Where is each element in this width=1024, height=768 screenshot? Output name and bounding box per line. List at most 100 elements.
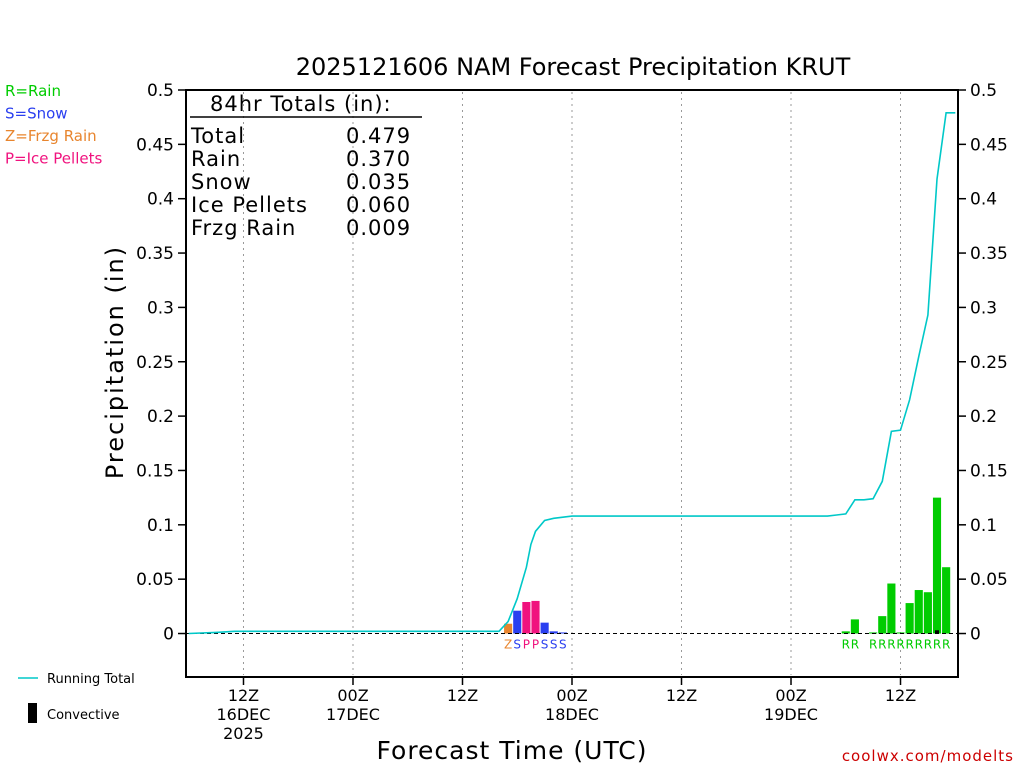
precip-bars	[504, 497, 951, 634]
y-axis-label: Precipitation (in)	[101, 245, 129, 479]
convective-legend: Convective	[28, 703, 120, 723]
convective-legend-swatch	[28, 703, 37, 723]
convective-legend-label: Convective	[47, 708, 120, 723]
ptype-label: R	[924, 638, 932, 652]
totals-row-value: 0.479	[346, 124, 411, 148]
bar-p	[522, 601, 531, 634]
bar-r	[914, 590, 923, 634]
bar-s	[558, 632, 567, 634]
y-tick-label-left: 0.05	[136, 570, 174, 590]
y-tick-label-right: 0	[970, 625, 981, 645]
ptype-label: S	[550, 638, 558, 652]
bar-p	[531, 600, 540, 634]
x-tick-label-time: 12Z	[885, 686, 916, 705]
bar-s	[540, 622, 549, 634]
ptype-label: R	[896, 638, 904, 652]
running-total-line	[188, 112, 956, 635]
y-tick-label-right: 0.4	[970, 190, 997, 210]
y-tick-label-left: 0.25	[136, 353, 174, 373]
bar-r	[942, 567, 951, 634]
y-tick-label-right: 0.3	[970, 298, 997, 318]
ptype-label: R	[851, 638, 859, 652]
bar-r	[923, 592, 932, 634]
running-total-legend: Running Total	[18, 672, 135, 687]
x-tick-label-date: 19DEC	[764, 705, 818, 724]
totals-box: 84hr Totals (in): Total 0.479 Rain 0.370 Sno…	[190, 92, 422, 240]
x-tick-label-time: 12Z	[666, 686, 697, 705]
y-tick-label-right: 0.05	[970, 570, 1008, 590]
bar-r	[850, 619, 859, 634]
ptype-label: R	[942, 638, 950, 652]
running-total-legend-label: Running Total	[47, 672, 135, 687]
y-tick-label-right: 0.2	[970, 407, 997, 427]
y-tick-label-left: 0.5	[147, 81, 174, 101]
bar-r	[896, 632, 905, 634]
x-tick-label-time: 00Z	[775, 686, 806, 705]
x-tick-label-date: 18DEC	[545, 705, 599, 724]
y-tick-labels: 0 0 0.05 0.05 0.1 0.1 0.15 0.15 0.2 0.2 0.25 0.25 0.…	[136, 81, 1008, 645]
x-tick-label-year: 2025	[223, 724, 264, 743]
plot-frame	[185, 89, 959, 678]
x-tick-label-time: 00Z	[556, 686, 587, 705]
bar-r	[887, 583, 896, 634]
x-tick-label-date: 16DEC	[217, 705, 271, 724]
x-tick-label-time: 12Z	[447, 686, 478, 705]
ptype-label: R	[933, 638, 941, 652]
bar-r	[841, 631, 850, 634]
y-tick-label-left: 0	[163, 625, 174, 645]
y-tick-label-left: 0.35	[136, 244, 174, 264]
bar-s	[513, 610, 522, 634]
x-tick-label-time: 12Z	[228, 686, 259, 705]
y-tick-label-right: 0.5	[970, 81, 997, 101]
totals-header: 84hr Totals (in):	[210, 92, 392, 116]
y-tick-label-right: 0.35	[970, 244, 1008, 264]
totals-row-label: Snow	[191, 170, 252, 194]
bar-s	[549, 631, 558, 634]
running-total-polyline	[188, 112, 956, 635]
y-tick-label-left: 0.2	[147, 407, 174, 427]
totals-row-label: Frzg Rain	[191, 216, 296, 240]
chart-title: 2025121606 NAM Forecast Precipitation KR…	[296, 53, 851, 81]
ptype-label: S	[541, 638, 549, 652]
ptype-label: R	[869, 638, 877, 652]
legend-z: Z=Frzg Rain	[5, 127, 97, 145]
ptype-label: R	[905, 638, 913, 652]
ptype-label: P	[523, 638, 530, 652]
totals-row-value: 0.060	[346, 193, 411, 217]
legend-p: P=Ice Pellets	[5, 150, 102, 168]
ptype-label: Z	[504, 638, 512, 652]
legend-r: R=Rain	[5, 82, 61, 100]
precip-type-legend: R=Rain S=Snow Z=Frzg Rain P=Ice Pellets	[5, 82, 102, 168]
bar-z	[504, 623, 513, 634]
legend-s: S=Snow	[5, 105, 68, 123]
y-tick-label-left: 0.3	[147, 298, 174, 318]
ptype-label: R	[887, 638, 895, 652]
x-tick-label-date: 17DEC	[326, 705, 380, 724]
y-tick-label-left: 0.4	[147, 190, 174, 210]
y-tick-label-right: 0.1	[970, 516, 997, 536]
x-axis-label: Forecast Time (UTC)	[377, 736, 648, 765]
site-credit: coolwx.com/modelts	[842, 747, 1014, 765]
totals-row-value: 0.370	[346, 147, 411, 171]
axes	[178, 89, 966, 685]
y-tick-label-left: 0.1	[147, 516, 174, 536]
ptype-label: R	[842, 638, 850, 652]
ptype-label: R	[915, 638, 923, 652]
y-tick-label-right: 0.45	[970, 135, 1008, 155]
bar-r	[869, 632, 878, 634]
totals-row-value: 0.009	[346, 216, 411, 240]
ptype-label: S	[513, 638, 521, 652]
ptype-label: S	[559, 638, 567, 652]
totals-row-label: Total	[190, 124, 245, 148]
y-tick-label-left: 0.45	[136, 135, 174, 155]
totals-row-label: Rain	[191, 147, 241, 171]
y-tick-label-right: 0.25	[970, 353, 1008, 373]
grid-lines	[242, 92, 902, 675]
ptype-label: P	[532, 638, 539, 652]
x-tick-label-time: 00Z	[337, 686, 368, 705]
y-tick-label-right: 0.15	[970, 461, 1008, 481]
bar-r	[878, 616, 887, 634]
